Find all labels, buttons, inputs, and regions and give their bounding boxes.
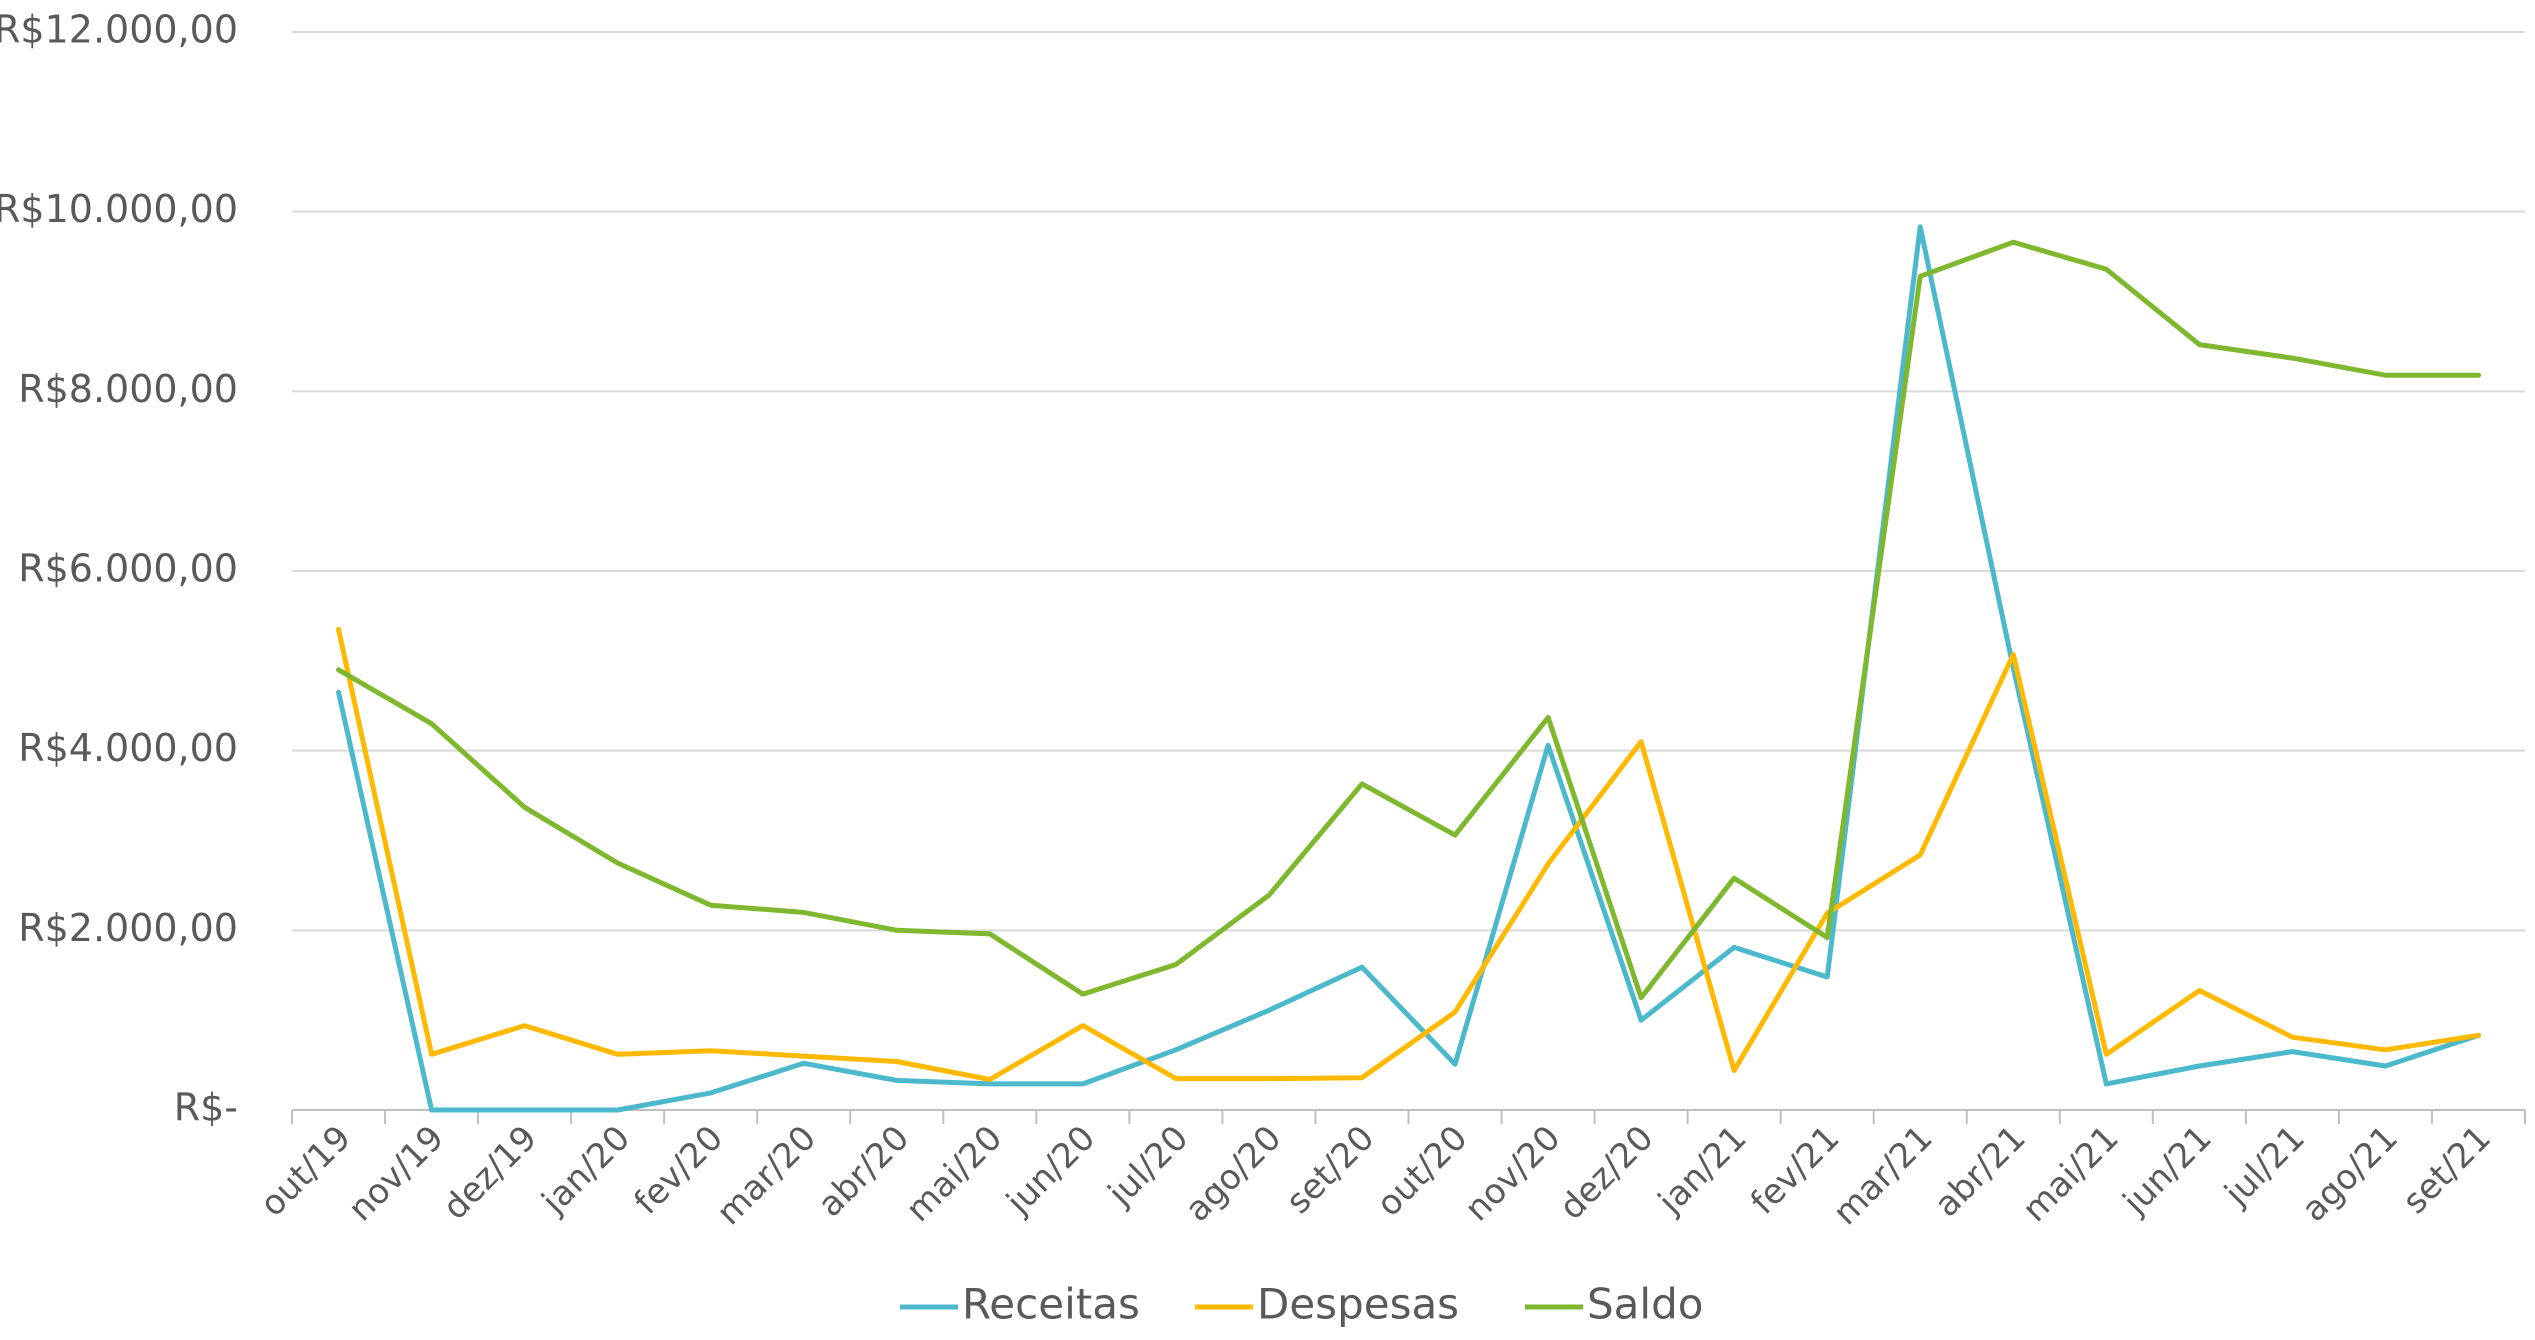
x-tick-label: nov/20	[1457, 1118, 1568, 1229]
x-tick-label: mar/20	[709, 1118, 824, 1233]
x-tick-label: out/20	[1369, 1118, 1475, 1224]
series-line-saldo	[336, 239, 2481, 1001]
x-tick-label: mai/20	[898, 1118, 1010, 1230]
x-tick-label: ago/20	[1178, 1118, 1290, 1230]
x-tick-label: jun/21	[2115, 1118, 2220, 1223]
x-tick-label: out/19	[253, 1118, 359, 1224]
y-tick-label: R$4.000,00	[18, 726, 238, 770]
x-tick-label: nov/19	[341, 1118, 452, 1229]
x-axis	[291, 1109, 2526, 1124]
y-tick-label: R$6.000,00	[18, 547, 238, 591]
x-tick-label: dez/20	[1552, 1118, 1662, 1228]
x-tick-label: mar/21	[1826, 1118, 1941, 1233]
x-tick-label: jan/21	[1650, 1118, 1754, 1222]
x-tick-label: set/21	[2395, 1118, 2499, 1222]
legend-label: Receitas	[962, 1280, 1140, 1329]
x-tick-label: abr/21	[1927, 1118, 2034, 1225]
series-line-despesas	[336, 626, 2481, 1082]
legend-label: Despesas	[1257, 1280, 1459, 1329]
y-axis-tick-labels: R$- R$2.000,00 R$4.000,00 R$6.000,00 R$8.000…	[0, 8, 238, 1130]
x-tick-label: abr/20	[810, 1118, 917, 1225]
y-tick-label: R$12.000,00	[0, 8, 238, 52]
series-lines	[336, 224, 2481, 1113]
legend: Receitas Despesas Saldo	[900, 1280, 1703, 1329]
y-tick-label: R$-	[174, 1086, 238, 1130]
x-tick-label: dez/19	[435, 1118, 545, 1228]
series-line-receitas	[336, 224, 2481, 1113]
y-tick-label: R$8.000,00	[18, 367, 238, 411]
x-axis-tick-labels: out/19nov/19dez/19jan/20fev/20mar/20abr/…	[253, 1118, 2499, 1233]
x-tick-label: mai/21	[2015, 1118, 2127, 1230]
x-tick-label: jun/20	[998, 1118, 1103, 1223]
x-tick-label: ago/21	[2294, 1118, 2406, 1230]
y-tick-label: R$2.000,00	[18, 906, 238, 950]
y-tick-label: R$10.000,00	[0, 187, 238, 231]
legend-label: Saldo	[1587, 1280, 1703, 1329]
gridlines	[292, 31, 2525, 932]
x-tick-label: jan/20	[534, 1118, 638, 1222]
x-tick-label: set/20	[1279, 1118, 1383, 1222]
